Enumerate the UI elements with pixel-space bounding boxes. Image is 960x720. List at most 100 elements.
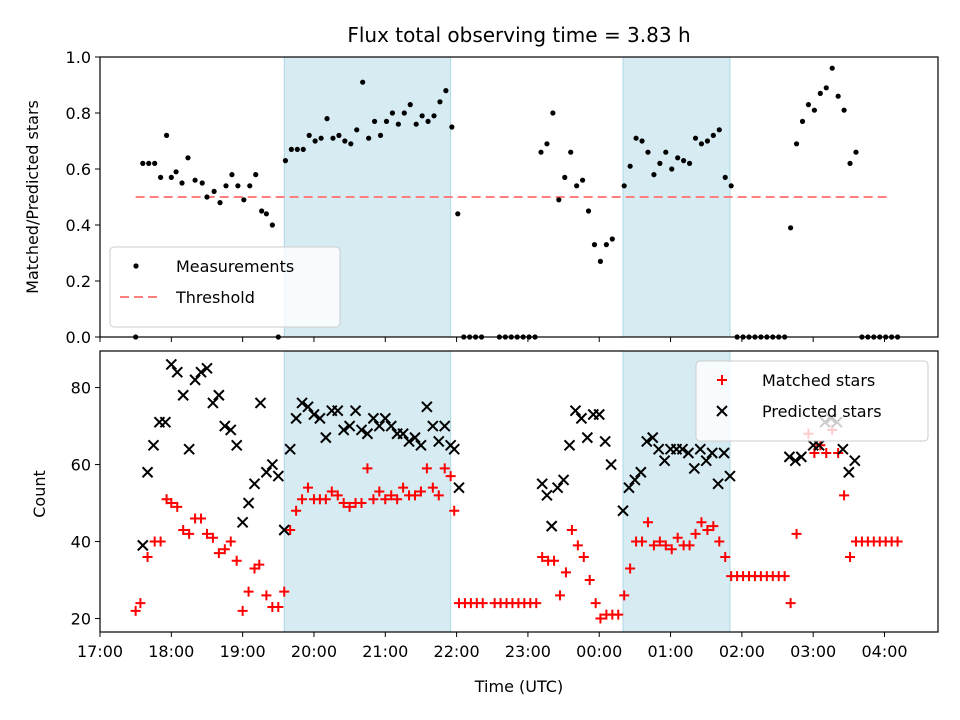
matched-stars-point [619, 590, 630, 601]
predicted-stars-point [652, 443, 665, 455]
matched-stars-point [196, 513, 207, 524]
measurements-point [253, 172, 259, 178]
measurements-point [407, 102, 413, 108]
measurements-point [192, 177, 198, 183]
measurements-point [722, 174, 728, 180]
y-tick-label: 60 [71, 456, 91, 475]
measurements-point [538, 149, 544, 155]
matched-stars-point [421, 463, 432, 474]
matched-stars-point [477, 598, 488, 609]
predicted-stars-point [260, 466, 273, 478]
matched-stars-point [320, 494, 331, 505]
measurements-point [336, 132, 342, 138]
matched-stars-point [427, 482, 438, 493]
measurements-point [371, 118, 378, 124]
matched-stars-point [537, 551, 548, 562]
measurements-point [829, 65, 835, 71]
matched-stars-point [555, 590, 566, 601]
measurements-point [847, 160, 853, 166]
measurements-point [799, 118, 806, 124]
predicted-stars-point [320, 431, 332, 444]
measurements-point [288, 146, 294, 152]
matched-stars-point [660, 540, 671, 551]
predicted-stars-point [849, 454, 861, 467]
matched-stars-point [213, 548, 224, 559]
chart-title: Flux total observing time = 3.83 h [347, 23, 690, 47]
predicted-stars-point [421, 401, 433, 413]
legend: Measurements Threshold [109, 246, 341, 328]
matched-stars-point [696, 517, 707, 528]
predicted-stars-point [254, 397, 267, 409]
x-tick-label: 20:00 [291, 642, 337, 661]
measurements-point [223, 183, 229, 189]
predicted-stars-point [403, 435, 415, 448]
x-axis-label: Time (UTC) [474, 677, 563, 696]
matched-stars-point [338, 498, 349, 509]
measurements-point [199, 180, 205, 186]
predicted-stars-point [433, 435, 445, 448]
measurements-point [568, 149, 574, 155]
measurements-point [811, 107, 817, 113]
predicted-stars-point [837, 443, 849, 455]
predicted-stars-point [189, 374, 201, 386]
predicted-stars-point [225, 424, 237, 436]
predicted-stars-point [367, 412, 380, 425]
predicted-stars-point [551, 481, 564, 494]
predicted-stars-point [563, 439, 576, 452]
measurements-point [146, 160, 152, 166]
matched-stars-point [231, 555, 242, 566]
measurements-point [179, 180, 185, 186]
x-tick-label: 21:00 [362, 642, 408, 661]
measurements-point [579, 177, 586, 183]
legend-label: Predicted stars [762, 402, 882, 421]
predicted-stars-point [171, 366, 183, 378]
matched-stars-point [386, 490, 397, 501]
predicted-stars-point [201, 362, 213, 375]
matched-stars-point [791, 528, 802, 539]
predicted-stars-point [213, 389, 225, 401]
matched-stars-point [648, 540, 659, 551]
predicted-stars-point [343, 420, 356, 432]
matched-stars-point [225, 536, 236, 547]
matched-stars-point [590, 598, 601, 609]
matched-stars-point [702, 524, 713, 535]
predicted-stars-point [843, 466, 855, 478]
measurements-point [681, 158, 687, 164]
measurements-point [449, 124, 455, 130]
measurements-point [383, 118, 390, 124]
predicted-stars-point [718, 447, 730, 459]
matched-stars-point [285, 524, 296, 535]
matched-stars-point [184, 528, 195, 539]
measurements-point [324, 116, 330, 122]
predicted-stars-point [569, 404, 582, 417]
predicted-stars-point [409, 431, 421, 444]
predicted-stars-point [230, 439, 243, 452]
matched-stars-point [672, 532, 683, 543]
measurements-point [247, 183, 253, 189]
matched-stars-point [839, 490, 850, 501]
matched-stars-point [135, 598, 146, 609]
matched-stars-point [374, 486, 385, 497]
x-tick-label: 23:00 [505, 642, 551, 661]
legend-label: Matched stars [762, 371, 875, 390]
matched-stars-point [254, 559, 265, 570]
measurements-point [663, 149, 669, 155]
matched-stars-point [449, 505, 460, 516]
measurements-point [645, 149, 651, 155]
predicted-stars-point [694, 443, 706, 455]
predicted-stars-point [635, 466, 647, 478]
measurements-point [853, 149, 859, 155]
measurements-point [342, 138, 348, 144]
matched-stars-point [297, 494, 308, 505]
matched-stars-point [595, 613, 606, 624]
measurements-point [211, 188, 217, 194]
measurements-point [282, 158, 289, 164]
measurements-point [627, 163, 633, 169]
matched-stars-point [566, 524, 577, 535]
measurements-point [300, 146, 306, 152]
measurements-point [306, 132, 312, 138]
predicted-stars-point [332, 404, 344, 417]
matched-stars-point [356, 498, 367, 509]
